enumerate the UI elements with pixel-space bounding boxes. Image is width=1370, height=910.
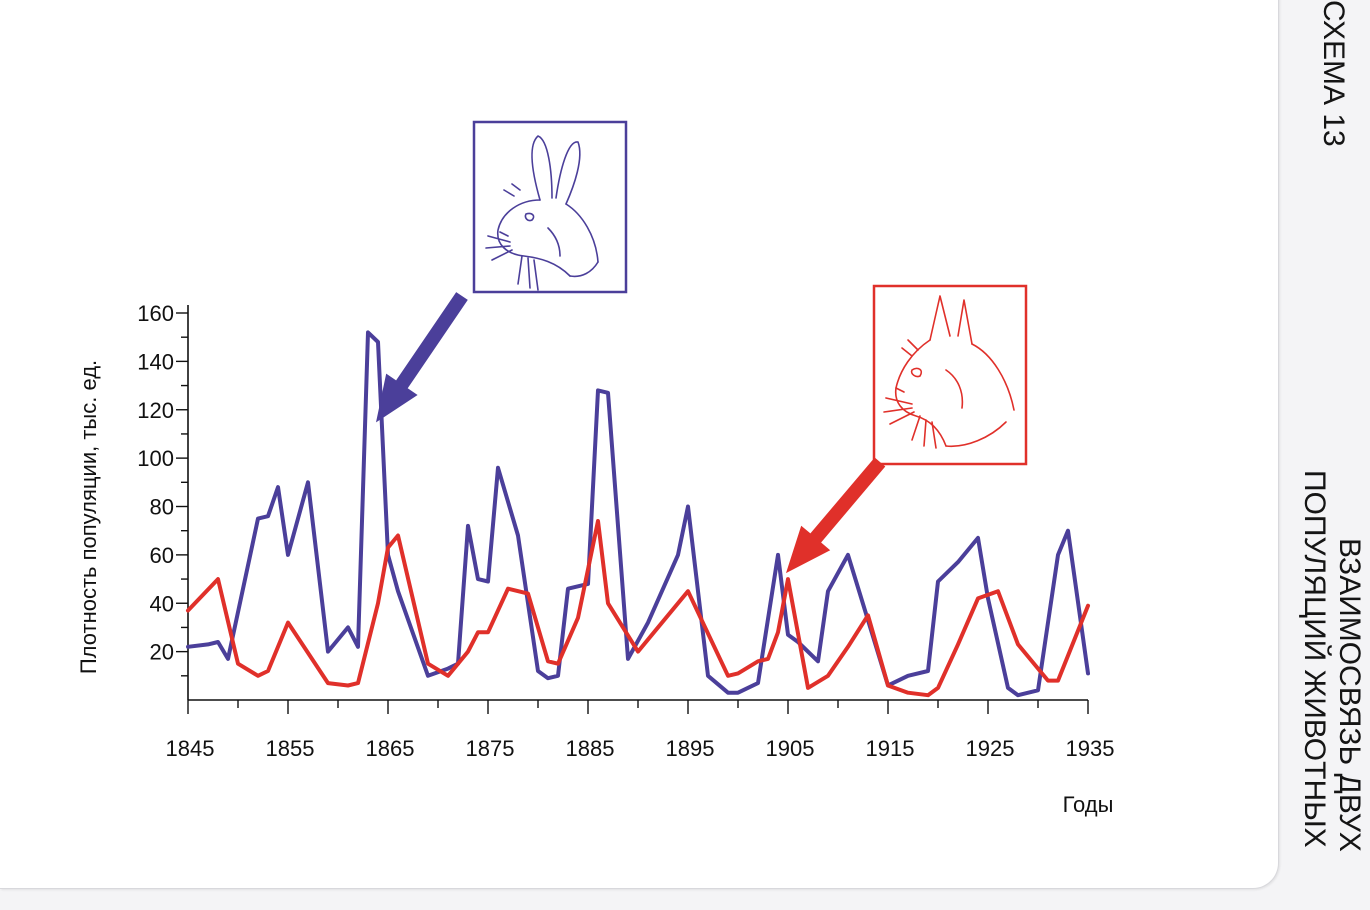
- y-tick-label: 20: [150, 640, 174, 665]
- x-tick-label: 1885: [566, 736, 615, 761]
- scheme-title-line-2: ПОПУЛЯЦИЙ ЖИВОТНЫХ: [1298, 470, 1331, 848]
- x-tick-label: 1935: [1066, 736, 1115, 761]
- x-tick-label: 1855: [266, 736, 315, 761]
- x-tick-label: 1925: [966, 736, 1015, 761]
- x-tick-label: 1905: [766, 736, 815, 761]
- lynx-pointer-arrow: [786, 457, 886, 574]
- x-ticks: 1845 1855 1865 1875 1885 1895 1905 1915 1925 1935: [166, 700, 1115, 761]
- y-tick-label: 140: [137, 349, 174, 374]
- series-lines: [186, 330, 1090, 698]
- x-tick-label: 1845: [166, 736, 215, 761]
- lynx-population-line: [186, 519, 1090, 698]
- x-tick-label: 1865: [366, 736, 415, 761]
- y-tick-label: 120: [137, 398, 174, 423]
- hare-pointer-arrow: [376, 292, 468, 423]
- scheme-number-label: СХЕМА 13: [1317, 0, 1350, 147]
- y-tick-label: 40: [150, 591, 174, 616]
- x-tick-label: 1915: [866, 736, 915, 761]
- y-ticks: 20 40 60 80 100 120 140 160: [137, 301, 188, 677]
- hare-icon: [472, 120, 628, 294]
- x-tick-label: 1895: [666, 736, 715, 761]
- hare-population-line: [186, 330, 1090, 698]
- y-axis-title: Плотность популяции, тыс. ед.: [76, 360, 101, 674]
- y-tick-label: 60: [150, 543, 174, 568]
- scheme-title-line-1: ВЗАИМОСВЯЗЬ ДВУХ: [1333, 538, 1366, 852]
- scheme-card: [0, 0, 1279, 889]
- pointer-arrows: [376, 292, 886, 574]
- lynx-icon: [872, 284, 1028, 466]
- x-axis-title: Годы: [1063, 792, 1114, 817]
- y-tick-label: 160: [137, 301, 174, 326]
- x-tick-label: 1875: [466, 736, 515, 761]
- y-tick-label: 80: [150, 495, 174, 520]
- y-tick-label: 100: [137, 446, 174, 471]
